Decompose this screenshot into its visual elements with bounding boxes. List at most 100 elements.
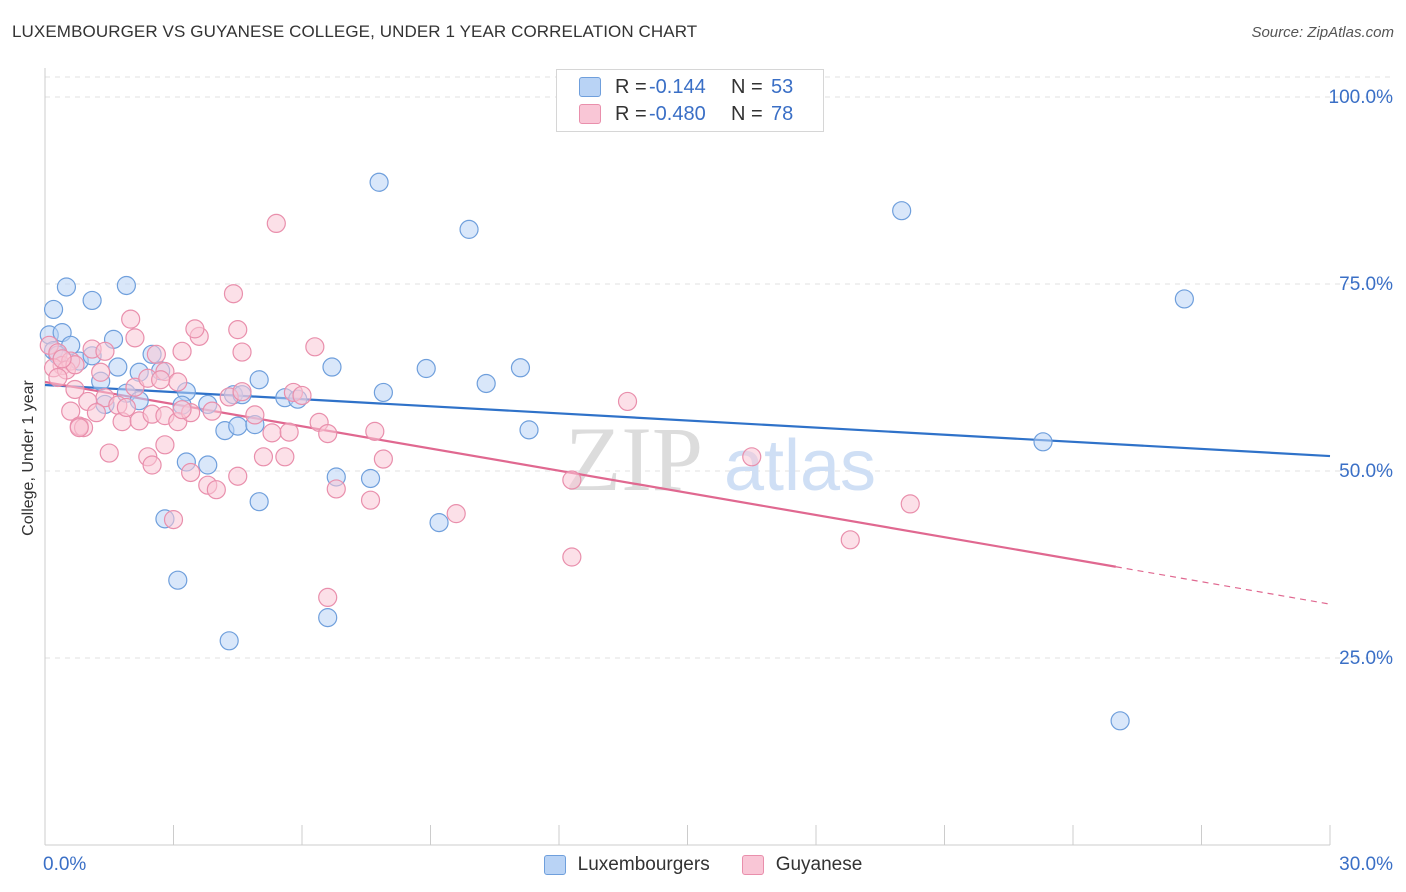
point-luxembourgers — [43, 299, 64, 320]
legend-row-luxembourgers: R = -0.144 N = 53 — [579, 74, 793, 100]
point-guyanese — [318, 424, 338, 444]
point-luxembourgers — [198, 455, 218, 475]
legend-r-value: -0.480 — [649, 102, 706, 125]
trend-line-luxembourgers — [44, 383, 1331, 458]
point-luxembourgers — [429, 513, 449, 533]
point-guyanese — [253, 447, 274, 467]
point-guyanese — [232, 382, 252, 402]
y-tick-label: 25.0% — [1339, 648, 1393, 669]
point-guyanese — [91, 362, 111, 382]
legend-row-guyanese: R = -0.480 N = 78 — [579, 101, 793, 127]
point-guyanese — [48, 367, 68, 388]
point-guyanese — [65, 379, 85, 400]
point-luxembourgers — [459, 219, 479, 239]
legend-n-value: 53 — [771, 75, 794, 98]
y-tick-label: 75.0% — [1339, 274, 1393, 295]
point-guyanese — [206, 480, 226, 500]
point-guyanese — [69, 418, 89, 438]
point-guyanese — [562, 470, 582, 490]
point-guyanese — [279, 422, 299, 442]
point-luxembourgers — [228, 416, 248, 436]
point-guyanese — [742, 447, 762, 467]
point-guyanese — [228, 320, 248, 340]
point-luxembourgers — [116, 275, 136, 296]
point-guyanese — [99, 443, 119, 463]
point-guyanese — [446, 504, 466, 524]
point-luxembourgers — [82, 290, 102, 311]
legend-swatch-blue — [543, 855, 566, 875]
legend-r-label: R = — [615, 75, 647, 98]
point-guyanese — [61, 401, 81, 421]
point-guyanese — [326, 479, 346, 499]
point-guyanese — [168, 372, 188, 392]
point-guyanese — [121, 309, 141, 329]
point-guyanese — [223, 284, 244, 304]
y-tick-label: 100.0% — [1329, 87, 1394, 108]
point-luxembourgers — [369, 172, 389, 192]
point-luxembourgers — [510, 358, 531, 378]
point-guyanese — [305, 337, 325, 357]
point-guyanese — [245, 405, 265, 425]
legend-r-label: R = — [615, 102, 647, 125]
legend-n-value: 78 — [771, 102, 794, 125]
legend-n-label: N = — [731, 102, 763, 125]
y-axis-label: College, Under 1 year — [20, 380, 37, 536]
legend-series: Luxembourgers Guyanese — [0, 852, 1406, 878]
y-tick-label: 50.0% — [1339, 461, 1393, 482]
point-luxembourgers — [318, 608, 338, 628]
point-luxembourgers — [416, 358, 436, 379]
point-guyanese — [155, 435, 175, 455]
trend-line-guyanese — [44, 380, 1117, 568]
point-guyanese — [95, 341, 115, 361]
point-guyanese — [262, 423, 282, 443]
grid-lines — [45, 76, 1393, 659]
trend-line-guyanese-extension — [1115, 566, 1331, 605]
watermark-zip: ZIP — [565, 408, 703, 510]
point-guyanese — [116, 397, 136, 418]
point-luxembourgers — [322, 357, 342, 377]
point-guyanese — [275, 447, 295, 467]
legend-item-luxembourgers[interactable]: Luxembourgers — [543, 854, 710, 876]
point-luxembourgers — [249, 370, 269, 390]
point-luxembourgers — [373, 382, 393, 403]
point-luxembourgers — [360, 468, 381, 489]
series-guyanese — [39, 213, 920, 608]
chart-source: Source: ZipAtlas.com — [1251, 24, 1394, 41]
point-guyanese — [163, 510, 184, 530]
point-guyanese — [900, 494, 920, 514]
point-guyanese — [142, 455, 162, 475]
point-luxembourgers — [1174, 289, 1194, 309]
point-luxembourgers — [1110, 711, 1130, 731]
x-tick-label-min: 0.0% — [43, 854, 86, 875]
point-guyanese — [232, 342, 252, 362]
chart-title: LUXEMBOURGER VS GUYANESE COLLEGE, UNDER … — [12, 22, 698, 41]
point-guyanese — [52, 349, 72, 369]
point-guyanese — [202, 401, 222, 421]
point-guyanese — [292, 385, 312, 406]
legend-swatch-pink — [741, 855, 764, 875]
point-luxembourgers — [519, 420, 539, 440]
point-luxembourgers — [892, 201, 912, 221]
data-points — [39, 172, 1194, 731]
point-guyanese — [86, 403, 107, 423]
legend-r-value: -0.144 — [649, 75, 706, 98]
point-luxembourgers — [168, 570, 188, 590]
point-guyanese — [318, 587, 338, 608]
legend-item-guyanese[interactable]: Guyanese — [741, 854, 862, 876]
point-luxembourgers — [249, 492, 269, 512]
tick-labels: 25.0% 50.0% 75.0% 100.0% 0.0% 30.0% — [43, 87, 1393, 875]
point-luxembourgers — [108, 357, 128, 377]
legend-n-label: N = — [731, 75, 763, 98]
point-guyanese — [360, 490, 381, 510]
point-guyanese — [373, 449, 393, 469]
point-guyanese — [172, 341, 192, 361]
legend-swatch-pink — [579, 104, 601, 124]
point-luxembourgers — [56, 277, 77, 297]
watermark-atlas: atlas — [724, 426, 876, 506]
point-guyanese — [172, 400, 192, 420]
legend-label-luxembourgers: Luxembourgers — [577, 854, 710, 875]
point-guyanese — [125, 328, 145, 348]
point-luxembourgers — [219, 631, 239, 651]
point-luxembourgers — [1033, 432, 1053, 452]
x-tick-label-max: 30.0% — [1339, 854, 1393, 875]
